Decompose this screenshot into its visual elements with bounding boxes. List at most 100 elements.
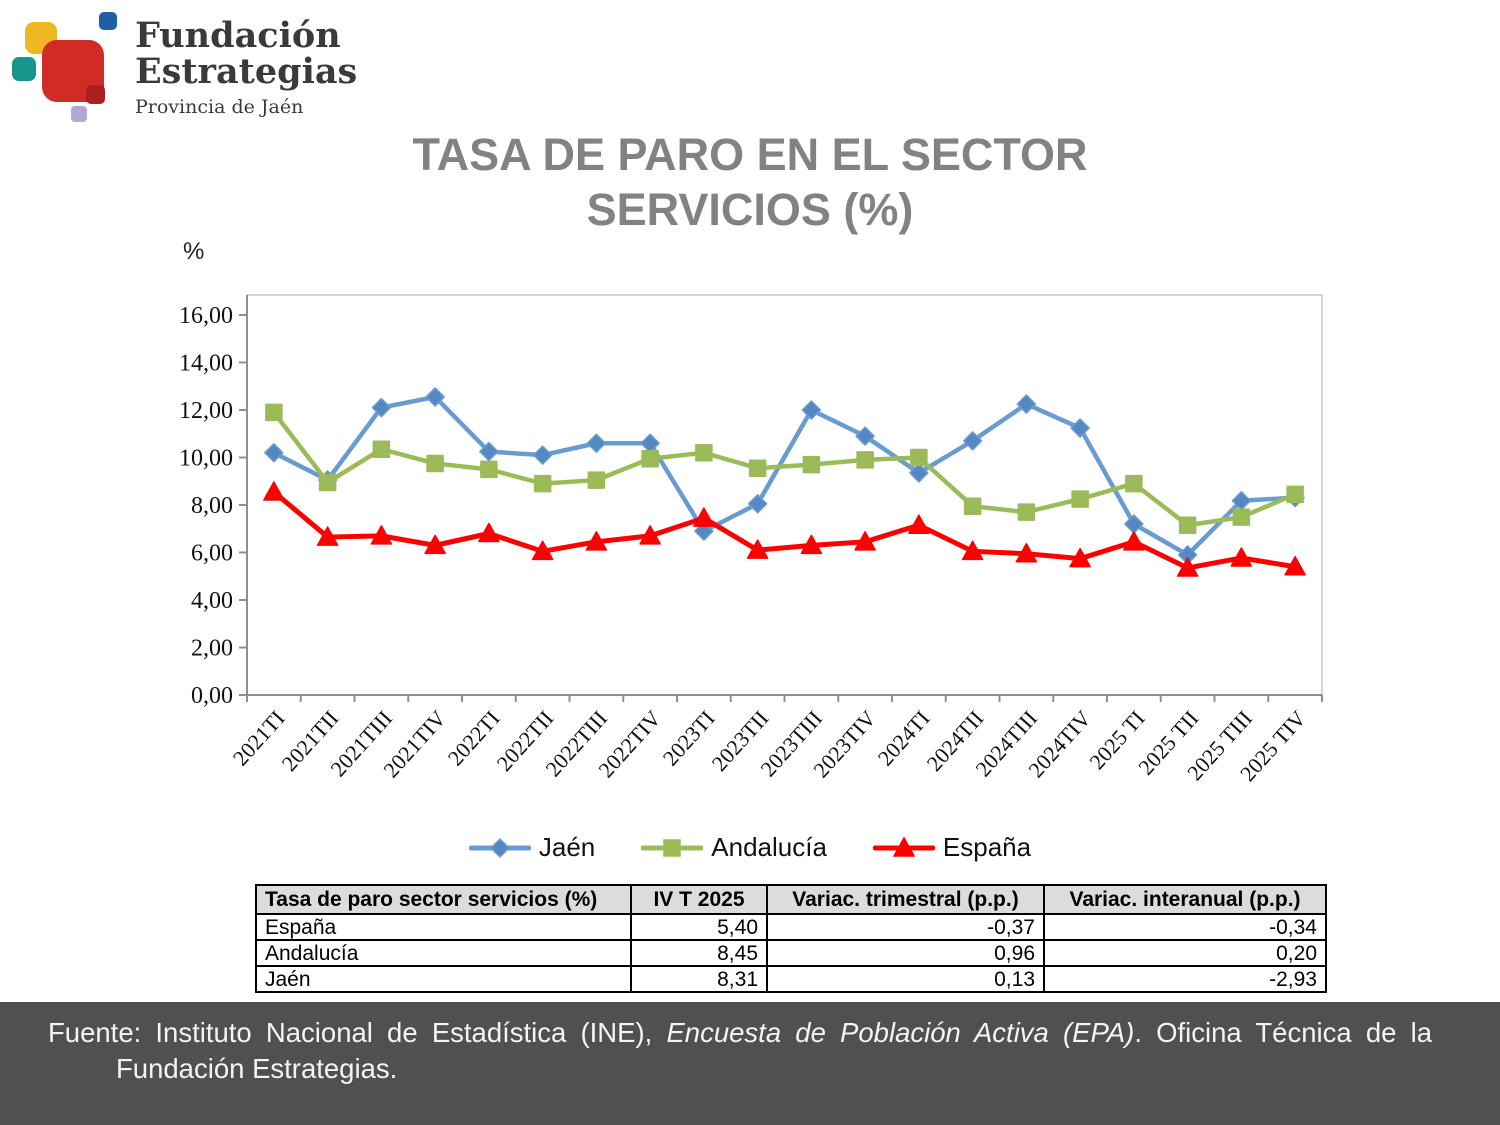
legend-diamond-marker — [489, 837, 510, 858]
table-header-cell-0: Tasa de paro sector servicios (%) — [255, 884, 632, 915]
series-jaen-marker — [855, 426, 875, 446]
series-andalucia-marker — [265, 403, 283, 422]
series-jaen-marker — [962, 431, 983, 451]
series-espana-marker — [316, 526, 339, 546]
series-andalucia-marker — [1286, 485, 1304, 504]
series-jaen-marker — [1070, 418, 1090, 438]
series-jaen-marker — [371, 397, 392, 418]
series-espana-marker — [639, 525, 661, 545]
y-tick-label: 6,00 — [191, 541, 233, 567]
series-espana-marker — [1123, 531, 1145, 551]
y-tick-label: 16,00 — [179, 303, 233, 329]
legend-label-jaen: Jaén — [538, 832, 596, 862]
series-andalucia — [265, 403, 1304, 534]
series-andalucia-marker — [1017, 503, 1036, 521]
table-row-espana: España 5,40 -0,37 -0,34 — [255, 913, 1327, 941]
source-suffix: . Oficina Técnica de la — [1134, 1017, 1432, 1048]
logo-square-teal — [12, 57, 36, 81]
series-andalucia-marker — [1232, 508, 1251, 526]
series-andalucia-marker — [480, 460, 498, 479]
series-andalucia-marker — [695, 444, 713, 462]
y-tick-label: 8,00 — [191, 493, 233, 519]
series-andalucia-marker — [748, 459, 767, 477]
series-andalucia-marker — [372, 440, 391, 458]
series-espana-marker — [1015, 542, 1038, 563]
series-espana-marker — [263, 481, 285, 501]
logo-square-darkred — [86, 85, 105, 104]
legend-item-andalucia: Andalucía — [641, 832, 827, 863]
series-espana-marker — [908, 514, 930, 534]
legend-swatch-jaen — [468, 837, 531, 858]
series-espana — [263, 481, 1306, 577]
source-footer: Fuente: Instituto Nacional de Estadístic… — [0, 1002, 1500, 1125]
table-cell-value-0: 8,31 — [630, 965, 768, 993]
series-andalucia-marker — [587, 471, 606, 489]
logo-name-line2: Estrategias — [135, 51, 358, 92]
series-jaen-line — [271, 394, 1298, 558]
legend-swatch-espana — [872, 835, 935, 857]
series-espana-marker — [1176, 557, 1199, 577]
source-italic: Encuesta de Población Activa (EPA) — [666, 1017, 1135, 1048]
chart-title: TASA DE PARO EN EL SECTOR SERVICIOS (%) — [412, 129, 1088, 235]
logo-subtitle: Provincia de Jaén — [135, 96, 304, 118]
y-tick-label: 0,00 — [191, 683, 233, 709]
series-espana-marker — [585, 531, 608, 551]
series-espana-marker — [961, 540, 984, 561]
series-andalucia-marker — [963, 497, 982, 515]
table-cell-value-0: 8,45 — [630, 939, 768, 967]
series-espana-marker — [370, 525, 393, 545]
series-espana-marker — [1230, 547, 1253, 567]
table-header-cell-1: IV T 2025 — [630, 884, 768, 915]
legend-triangle-marker — [892, 835, 916, 857]
line-chart: 0,00 2,00 4,00 6,00 8,00 10,00 12,00 14,00 16,00… — [179, 294, 1323, 786]
series-andalucia-marker — [533, 474, 552, 493]
table-row-jaen: Jaén 8,31 0,13 -2,93 — [255, 965, 1327, 993]
plot-border — [246, 294, 1323, 696]
y-tick-label: 10,00 — [179, 446, 233, 472]
series-andalucia-marker — [1071, 490, 1089, 508]
source-line-2: Fundación Estrategias. — [116, 1053, 398, 1084]
series-espana-marker — [854, 531, 876, 551]
series-andalucia-line — [271, 410, 1298, 528]
table-cell-region: España — [255, 913, 632, 941]
series-andalucia-marker — [856, 451, 874, 469]
legend-label-espana: España — [942, 832, 1032, 862]
series-espana-marker — [531, 540, 554, 561]
logo: Fundación Estrategias Provincia de Jaén — [0, 0, 420, 130]
series-espana-marker — [693, 507, 715, 527]
series-espana-marker — [1284, 556, 1306, 576]
source-prefix: Fuente: Instituto Nacional de Estadístic… — [48, 1017, 667, 1048]
table-cell-value-2: 0,20 — [1043, 939, 1327, 967]
series-jaen-marker — [1016, 394, 1037, 414]
series-andalucia-marker — [1178, 516, 1197, 534]
series-espana-marker — [1069, 547, 1091, 568]
table-cell-value-1: -0,37 — [766, 913, 1045, 941]
legend-square-marker — [663, 838, 682, 857]
legend-item-jaen: Jaén — [468, 832, 596, 863]
series-espana-marker — [478, 522, 500, 543]
table-cell-value-1: 0,13 — [766, 965, 1045, 993]
series-espana-marker — [424, 534, 446, 555]
legend-item-espana: España — [872, 832, 1032, 863]
summary-table-body: España 5,40 -0,37 -0,34 Andalucía 8,45 0,96 0,2… — [255, 913, 1327, 993]
legend-label-andalucia: Andalucía — [711, 832, 827, 862]
summary-table: Tasa de paro sector servicios (%) IV T 20… — [255, 884, 1327, 993]
series-espana-marker — [746, 539, 769, 559]
y-tick-label: 14,00 — [179, 351, 233, 377]
table-row-andalucia: Andalucía 8,45 0,96 0,20 — [255, 939, 1327, 967]
table-cell-region: Jaén — [255, 965, 632, 993]
chart-legend: Jaén Andalucía España — [0, 832, 1500, 863]
table-cell-region: Andalucía — [255, 939, 632, 967]
series-jaen — [264, 387, 1305, 565]
table-header-cell-2: Variac. trimestral (p.p.) — [766, 884, 1045, 915]
series-andalucia-marker — [1125, 474, 1143, 493]
table-cell-value-0: 5,40 — [630, 913, 768, 941]
y-tick-label: 2,00 — [191, 636, 233, 662]
series-andalucia-marker — [802, 455, 821, 474]
source-line-1: Fuente: Instituto Nacional de Estadístic… — [48, 1015, 1432, 1051]
logo-name-line1: Fundación — [135, 15, 341, 56]
series-jaen-marker — [801, 400, 822, 420]
logo-square-blue — [99, 12, 117, 30]
series-espana-line — [271, 489, 1298, 571]
table-header-row: Tasa de paro sector servicios (%) IV T 20… — [255, 884, 1327, 915]
